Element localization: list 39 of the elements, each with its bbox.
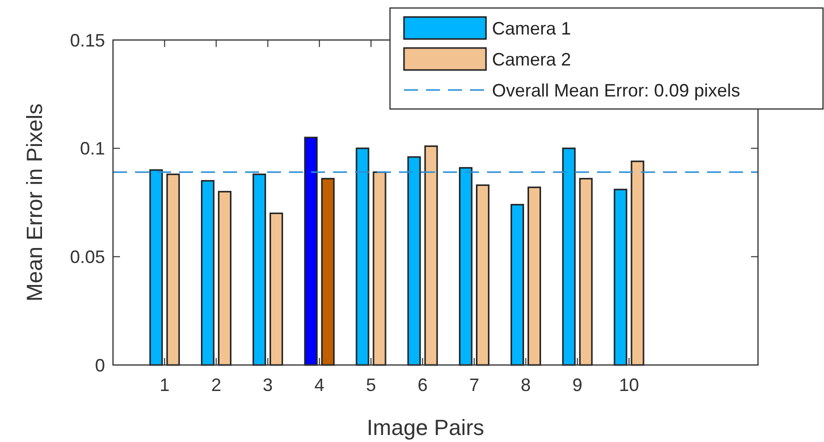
y-axis-title: Mean Error in Pixels <box>22 103 47 302</box>
legend-label: Camera 1 <box>492 18 572 38</box>
bar <box>372 171 386 366</box>
bar <box>562 148 576 366</box>
x-tick-label: 4 <box>314 375 324 395</box>
bar <box>356 148 370 366</box>
bar <box>528 186 542 366</box>
bar <box>407 156 421 366</box>
legend-label: Overall Mean Error: 0.09 pixels <box>492 80 740 100</box>
bar <box>270 212 284 366</box>
x-tick-label: 3 <box>262 375 273 395</box>
x-tick-label: 7 <box>469 375 480 395</box>
bar <box>476 184 490 366</box>
bar <box>630 160 644 366</box>
x-tick-label: 5 <box>366 375 376 395</box>
bar <box>252 174 266 366</box>
bar <box>218 190 232 366</box>
y-tick-label: 0 <box>94 355 105 376</box>
legend-label: Camera 2 <box>492 49 572 70</box>
y-tick-label: 0.1 <box>80 138 105 159</box>
bar <box>458 167 472 366</box>
x-tick-label: 9 <box>572 375 582 395</box>
bar <box>510 204 524 366</box>
bar <box>149 169 163 366</box>
bar <box>200 180 214 366</box>
x-axis-title: Image Pairs <box>366 415 484 440</box>
x-tick-label: 8 <box>520 375 531 395</box>
x-tick-label: 6 <box>418 375 428 395</box>
bar <box>321 178 335 366</box>
bar <box>579 178 593 366</box>
bar <box>304 136 318 366</box>
x-tick-label: 1 <box>160 375 170 395</box>
x-tick-label: 10 <box>618 375 640 395</box>
y-tick-label: 0.15 <box>70 30 105 50</box>
x-tick-label: 2 <box>211 375 222 395</box>
bar <box>614 188 628 366</box>
bar <box>424 145 438 366</box>
bar <box>166 174 180 366</box>
y-tick-label: 0.05 <box>70 246 105 267</box>
